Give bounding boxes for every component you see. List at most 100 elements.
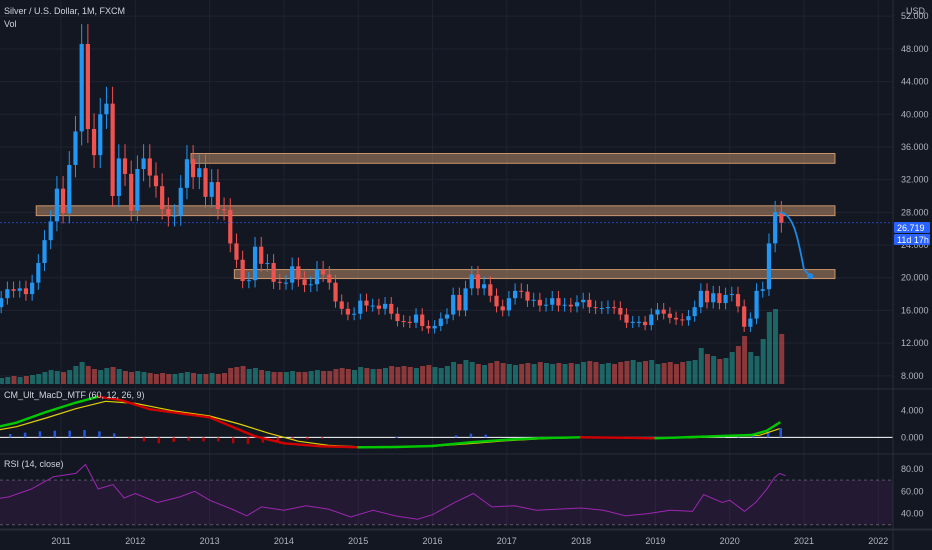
- candle-body: [141, 158, 146, 170]
- rsi-title: RSI (14, close): [4, 459, 64, 469]
- rsi-tick-label: 60.00: [901, 486, 924, 496]
- countdown-badge: [894, 234, 930, 245]
- macd-histogram-bar: [23, 432, 27, 438]
- volume-bar: [475, 364, 481, 384]
- candle-body: [147, 158, 152, 176]
- macd-line-segment: [178, 412, 211, 419]
- candle-body: [760, 289, 765, 291]
- candle-body: [252, 246, 258, 281]
- volume-label: Vol: [4, 19, 17, 29]
- volume-bar: [457, 364, 463, 384]
- volume-bar: [482, 365, 488, 384]
- volume-bar: [488, 363, 494, 384]
- macd-histogram-bar: [231, 437, 235, 444]
- candle-body: [178, 187, 183, 216]
- price-tick-label: 32.000: [901, 175, 929, 185]
- candle-body: [673, 317, 679, 320]
- candle-body: [711, 293, 716, 303]
- volume-bar: [698, 348, 704, 384]
- macd-pane: [0, 395, 893, 449]
- candle-body: [352, 313, 357, 315]
- volume-bar: [680, 362, 686, 384]
- candle-body: [79, 43, 84, 132]
- volume-bar: [382, 368, 388, 384]
- candle-body: [129, 173, 134, 211]
- candle-body: [723, 294, 728, 304]
- candle-body: [407, 321, 412, 323]
- candle-body: [265, 263, 270, 265]
- price-zone: [233, 269, 836, 280]
- time-tick-label: 2017: [497, 536, 517, 546]
- candle-body: [290, 266, 295, 283]
- volume-bar: [36, 374, 42, 384]
- volume-bar: [704, 354, 710, 384]
- price-tick-label: 52.000: [901, 11, 929, 21]
- macd-line-segment: [394, 444, 434, 449]
- candle-body: [382, 303, 388, 309]
- volume-bar: [426, 365, 432, 384]
- volume-bar: [636, 362, 642, 384]
- volume-bar: [246, 369, 252, 384]
- rsi-line: [0, 463, 786, 520]
- volume-bar: [667, 362, 673, 384]
- volume-bar: [104, 368, 110, 384]
- macd-histogram-bar: [246, 437, 250, 444]
- volume-bar: [265, 371, 271, 384]
- macd-line-segment: [44, 401, 78, 414]
- candle-body: [153, 175, 159, 187]
- macd-line-segment: [148, 408, 182, 415]
- candle-body: [110, 103, 115, 196]
- time-tick-label: 2019: [645, 536, 665, 546]
- candle-body: [444, 314, 450, 319]
- volume-bar: [0, 378, 5, 384]
- volume-bar: [23, 376, 29, 384]
- candle-body: [698, 290, 703, 308]
- macd-line-segment: [282, 442, 323, 448]
- macd-histogram-bar: [38, 431, 42, 438]
- macd-histogram-bar: [321, 437, 324, 439]
- time-tick-label: 2021: [794, 536, 814, 546]
- projection-path: [779, 211, 814, 280]
- price-tick-label: 36.000: [901, 142, 929, 152]
- candle-body: [221, 209, 227, 211]
- candle-body: [537, 299, 542, 306]
- volume-bar: [673, 364, 679, 384]
- volume-bar: [17, 377, 23, 384]
- volume-bar: [748, 352, 754, 384]
- volume-bar: [252, 368, 258, 384]
- volume-bar: [61, 372, 66, 384]
- candle-body: [314, 269, 320, 285]
- volume-bar: [587, 361, 593, 384]
- candle-body: [197, 168, 202, 178]
- volume-bar: [537, 362, 543, 384]
- volume-bar: [630, 360, 636, 384]
- volume-bar: [550, 364, 556, 384]
- macd-signal-line: [0, 400, 780, 448]
- price-tick-label: 12.000: [901, 338, 929, 348]
- candle-body: [630, 321, 635, 323]
- macd-histogram-bar: [98, 431, 101, 438]
- volume-bar: [754, 356, 760, 384]
- macd-line-segment: [431, 441, 471, 448]
- macd-line-segment: [208, 416, 234, 428]
- volume-bar: [581, 362, 587, 384]
- volume-bar: [147, 373, 153, 384]
- volume-bar: [277, 372, 283, 384]
- volume-bar: [327, 371, 333, 384]
- volume-bar: [451, 362, 457, 384]
- candle-body: [296, 266, 301, 280]
- macd-line-segment: [252, 434, 286, 445]
- currency-label: USD: [906, 6, 926, 16]
- candle-body: [593, 307, 598, 309]
- volume-bar: [91, 369, 97, 384]
- candle-body: [122, 158, 128, 174]
- rsi-tick-label: 40.00: [901, 509, 924, 519]
- volume-bar: [98, 370, 104, 384]
- candle-body: [618, 307, 623, 315]
- volume-bar: [172, 374, 178, 384]
- volume-bar: [197, 374, 203, 384]
- macd-histogram-bar: [395, 437, 398, 438]
- macd-tick-label: 4.000: [901, 406, 924, 416]
- candle-body: [649, 314, 654, 326]
